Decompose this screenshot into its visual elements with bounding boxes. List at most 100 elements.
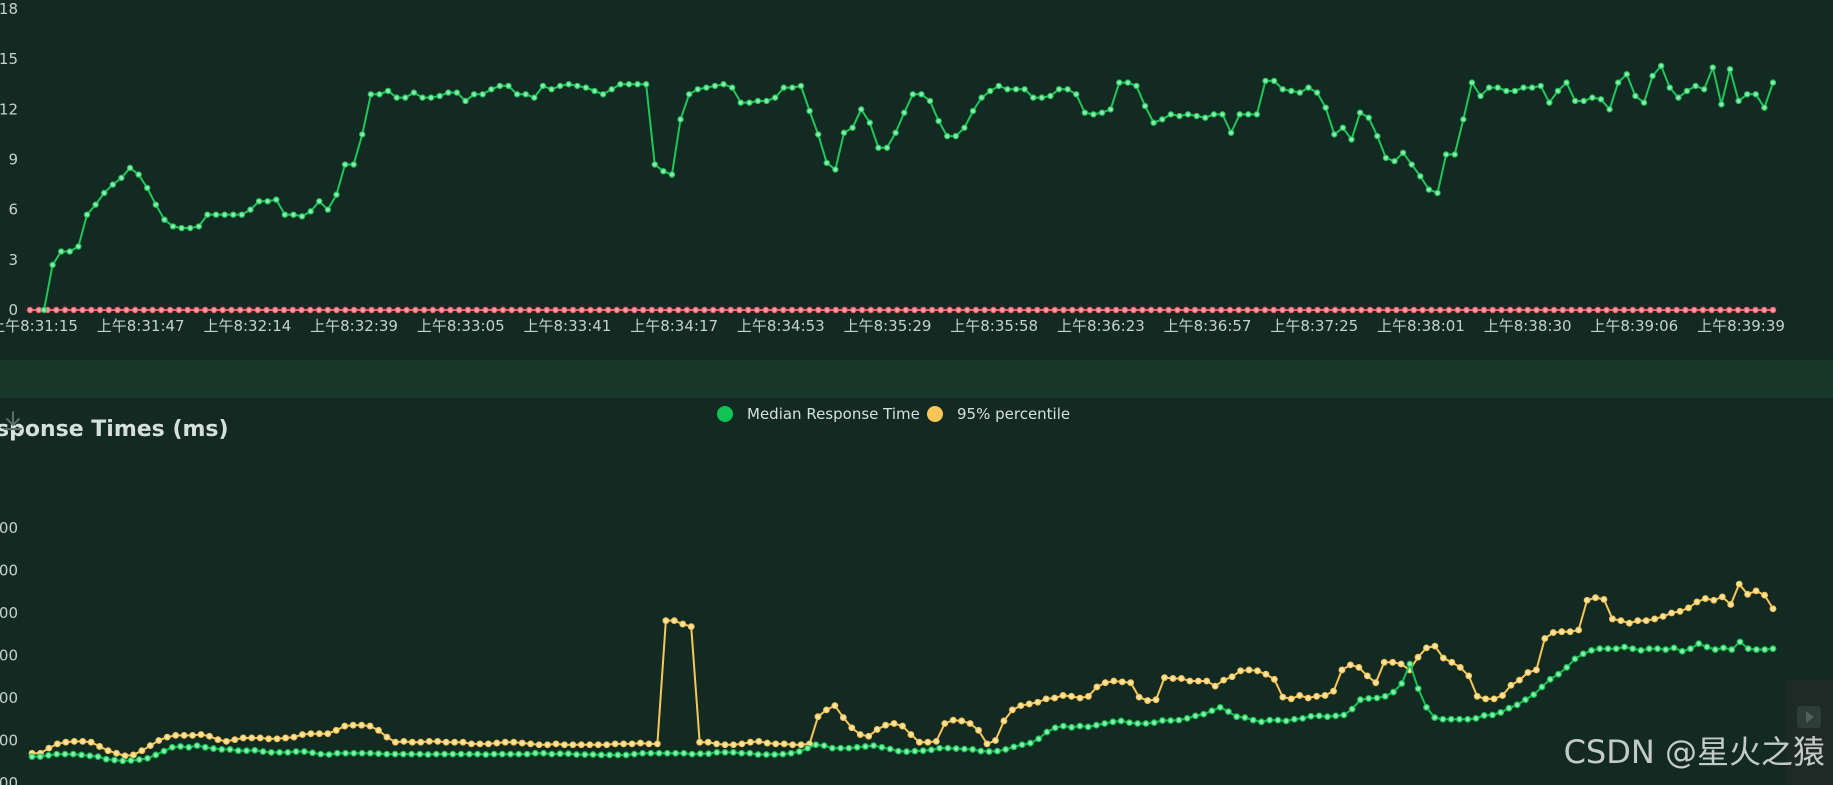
legend-swatch[interactable]	[927, 406, 943, 422]
data-point	[408, 750, 415, 758]
data-point	[309, 749, 316, 757]
data-point	[28, 753, 36, 761]
data-point	[1571, 655, 1579, 663]
data-point	[1124, 79, 1132, 86]
data-point	[1620, 306, 1628, 314]
data-point	[1589, 94, 1596, 101]
data-point	[1144, 697, 1151, 704]
data-point	[995, 82, 1003, 90]
data-point	[1423, 703, 1430, 711]
side-panel-tab[interactable]	[1785, 680, 1833, 785]
legend-label[interactable]: 95% percentile	[957, 405, 1070, 423]
data-point	[1549, 629, 1557, 636]
data-point	[1456, 715, 1463, 723]
data-point	[812, 741, 820, 749]
data-point	[1559, 306, 1566, 314]
data-point	[1244, 306, 1251, 314]
data-point	[332, 726, 340, 734]
series-line-95-percentile	[32, 582, 1774, 757]
data-point	[26, 306, 34, 314]
data-point	[1769, 605, 1777, 613]
data-point	[1708, 306, 1715, 314]
data-point	[622, 306, 629, 314]
data-point	[648, 306, 656, 314]
data-point	[1451, 151, 1458, 158]
data-point	[1577, 306, 1584, 314]
x-tick-label: 上午8:37:25	[1270, 317, 1358, 335]
panel-divider	[0, 360, 1833, 398]
data-point	[1423, 644, 1430, 652]
data-point	[1718, 593, 1726, 601]
data-point	[449, 750, 457, 758]
data-point	[692, 306, 699, 314]
data-point	[1262, 77, 1269, 85]
data-point	[1566, 628, 1574, 636]
data-point	[909, 91, 917, 98]
data-point	[1000, 717, 1008, 725]
data-point	[1357, 696, 1364, 704]
data-point	[1249, 716, 1257, 724]
data-point	[1579, 650, 1587, 658]
data-point	[1507, 681, 1515, 689]
data-point	[1233, 713, 1241, 721]
data-point	[1522, 696, 1529, 704]
data-point	[589, 751, 597, 758]
data-point	[1235, 306, 1242, 314]
data-point	[1121, 306, 1129, 314]
data-point	[130, 751, 137, 759]
data-point	[1356, 109, 1364, 116]
data-point	[1555, 670, 1562, 678]
data-point	[1431, 642, 1439, 650]
data-point	[772, 740, 780, 748]
data-point	[614, 751, 622, 759]
data-point	[679, 620, 687, 628]
data-point	[1200, 306, 1207, 314]
data-point	[45, 744, 53, 752]
data-point	[856, 731, 864, 738]
data-point	[434, 737, 442, 745]
data-point	[1604, 645, 1612, 653]
data-point	[1253, 111, 1261, 118]
data-point	[155, 737, 163, 744]
data-point	[1550, 306, 1558, 314]
legend-label[interactable]: Median Response Time	[747, 405, 920, 423]
data-point	[924, 738, 932, 746]
data-point	[1112, 306, 1120, 314]
data-point	[359, 306, 367, 314]
data-point	[703, 84, 710, 91]
data-point	[1365, 695, 1373, 702]
data-point	[1288, 87, 1295, 95]
data-point	[237, 306, 244, 314]
data-point	[507, 750, 514, 758]
data-point	[523, 750, 531, 758]
data-point	[482, 751, 490, 758]
data-point	[432, 750, 440, 758]
data-point	[126, 164, 134, 172]
data-point	[488, 86, 495, 93]
data-point	[1043, 728, 1051, 736]
data-point	[290, 211, 297, 218]
download-icon[interactable]	[0, 408, 26, 434]
x-tick-label: 上午8:35:29	[844, 317, 932, 335]
data-point	[61, 306, 69, 314]
data-point	[1682, 306, 1689, 314]
data-point	[1237, 667, 1244, 675]
data-point	[1659, 612, 1667, 620]
data-point	[963, 306, 971, 314]
chart-title: sponse Times (ms)	[0, 417, 229, 442]
data-point	[892, 129, 899, 136]
data-point	[1699, 306, 1707, 314]
data-point	[617, 81, 624, 88]
data-point	[92, 201, 99, 208]
data-point	[245, 306, 253, 314]
data-point	[1139, 306, 1146, 314]
data-point	[1399, 149, 1407, 157]
data-point	[1520, 84, 1527, 91]
data-point	[1167, 111, 1175, 118]
data-point	[1161, 674, 1168, 682]
data-point	[531, 94, 538, 101]
y-tick-label: 0	[8, 301, 18, 319]
data-point	[1538, 683, 1546, 691]
legend-swatch[interactable]	[717, 406, 733, 422]
data-point	[468, 740, 475, 748]
